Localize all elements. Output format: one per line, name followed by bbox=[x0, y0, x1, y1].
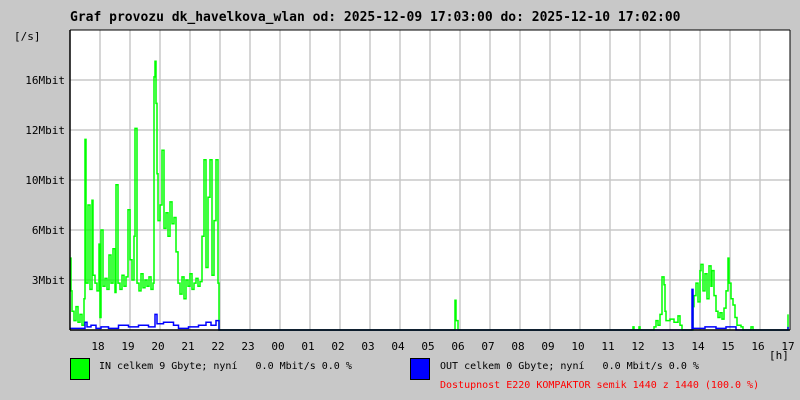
x-tick-label: 03 bbox=[361, 340, 374, 353]
legend-out-swatch bbox=[410, 358, 430, 380]
y-tick-label: 6Mbit bbox=[32, 224, 65, 237]
y-tick-label: 10Mbit bbox=[25, 174, 65, 187]
y-tick-label: 16Mbit bbox=[25, 74, 65, 87]
x-tick-label: 00 bbox=[271, 340, 284, 353]
legend-out-text: OUT celkem 0 Gbyte; nyní 0.0 Mbit/s 0.0 … bbox=[440, 361, 699, 372]
x-tick-label: 18 bbox=[91, 340, 104, 353]
x-tick-label: 11 bbox=[601, 340, 614, 353]
x-tick-label: 01 bbox=[301, 340, 314, 353]
availability-text: Dostupnost E220 KOMPAKTOR semik 1440 z 1… bbox=[440, 380, 760, 391]
x-tick-label: 23 bbox=[241, 340, 254, 353]
x-axis-unit-label: [h] bbox=[769, 349, 789, 362]
x-tick-label: 09 bbox=[541, 340, 554, 353]
x-tick-label: 02 bbox=[331, 340, 344, 353]
x-tick-label: 07 bbox=[481, 340, 494, 353]
x-tick-label: 10 bbox=[571, 340, 584, 353]
x-tick-label: 14 bbox=[691, 340, 705, 353]
x-tick-label: 20 bbox=[151, 340, 164, 353]
legend-in-swatch bbox=[70, 358, 90, 380]
x-tick-label: 16 bbox=[751, 340, 764, 353]
x-tick-label: 21 bbox=[181, 340, 194, 353]
series-in-line bbox=[70, 60, 789, 331]
y-tick-label: 3Mbit bbox=[32, 274, 65, 287]
chart-title: Graf provozu dk_havelkova_wlan od: 2025-… bbox=[70, 10, 681, 25]
x-tick-label: 08 bbox=[511, 340, 524, 353]
x-tick-label: 05 bbox=[421, 340, 434, 353]
y-axis-unit-label: [/s] bbox=[14, 30, 41, 43]
x-tick-label: 12 bbox=[631, 340, 644, 353]
x-tick-label: 19 bbox=[121, 340, 134, 353]
legend-in-text: IN celkem 9 Gbyte; nyní 0.0 Mbit/s 0.0 % bbox=[99, 361, 352, 372]
x-tick-label: 22 bbox=[211, 340, 224, 353]
series-out-line bbox=[70, 288, 789, 331]
x-tick-label: 06 bbox=[451, 340, 464, 353]
x-tick-label: 04 bbox=[391, 340, 405, 353]
x-tick-label: 17 bbox=[781, 340, 794, 353]
x-tick-label: 15 bbox=[721, 340, 734, 353]
x-tick-label: 13 bbox=[661, 340, 674, 353]
y-tick-label: 12Mbit bbox=[25, 124, 65, 137]
